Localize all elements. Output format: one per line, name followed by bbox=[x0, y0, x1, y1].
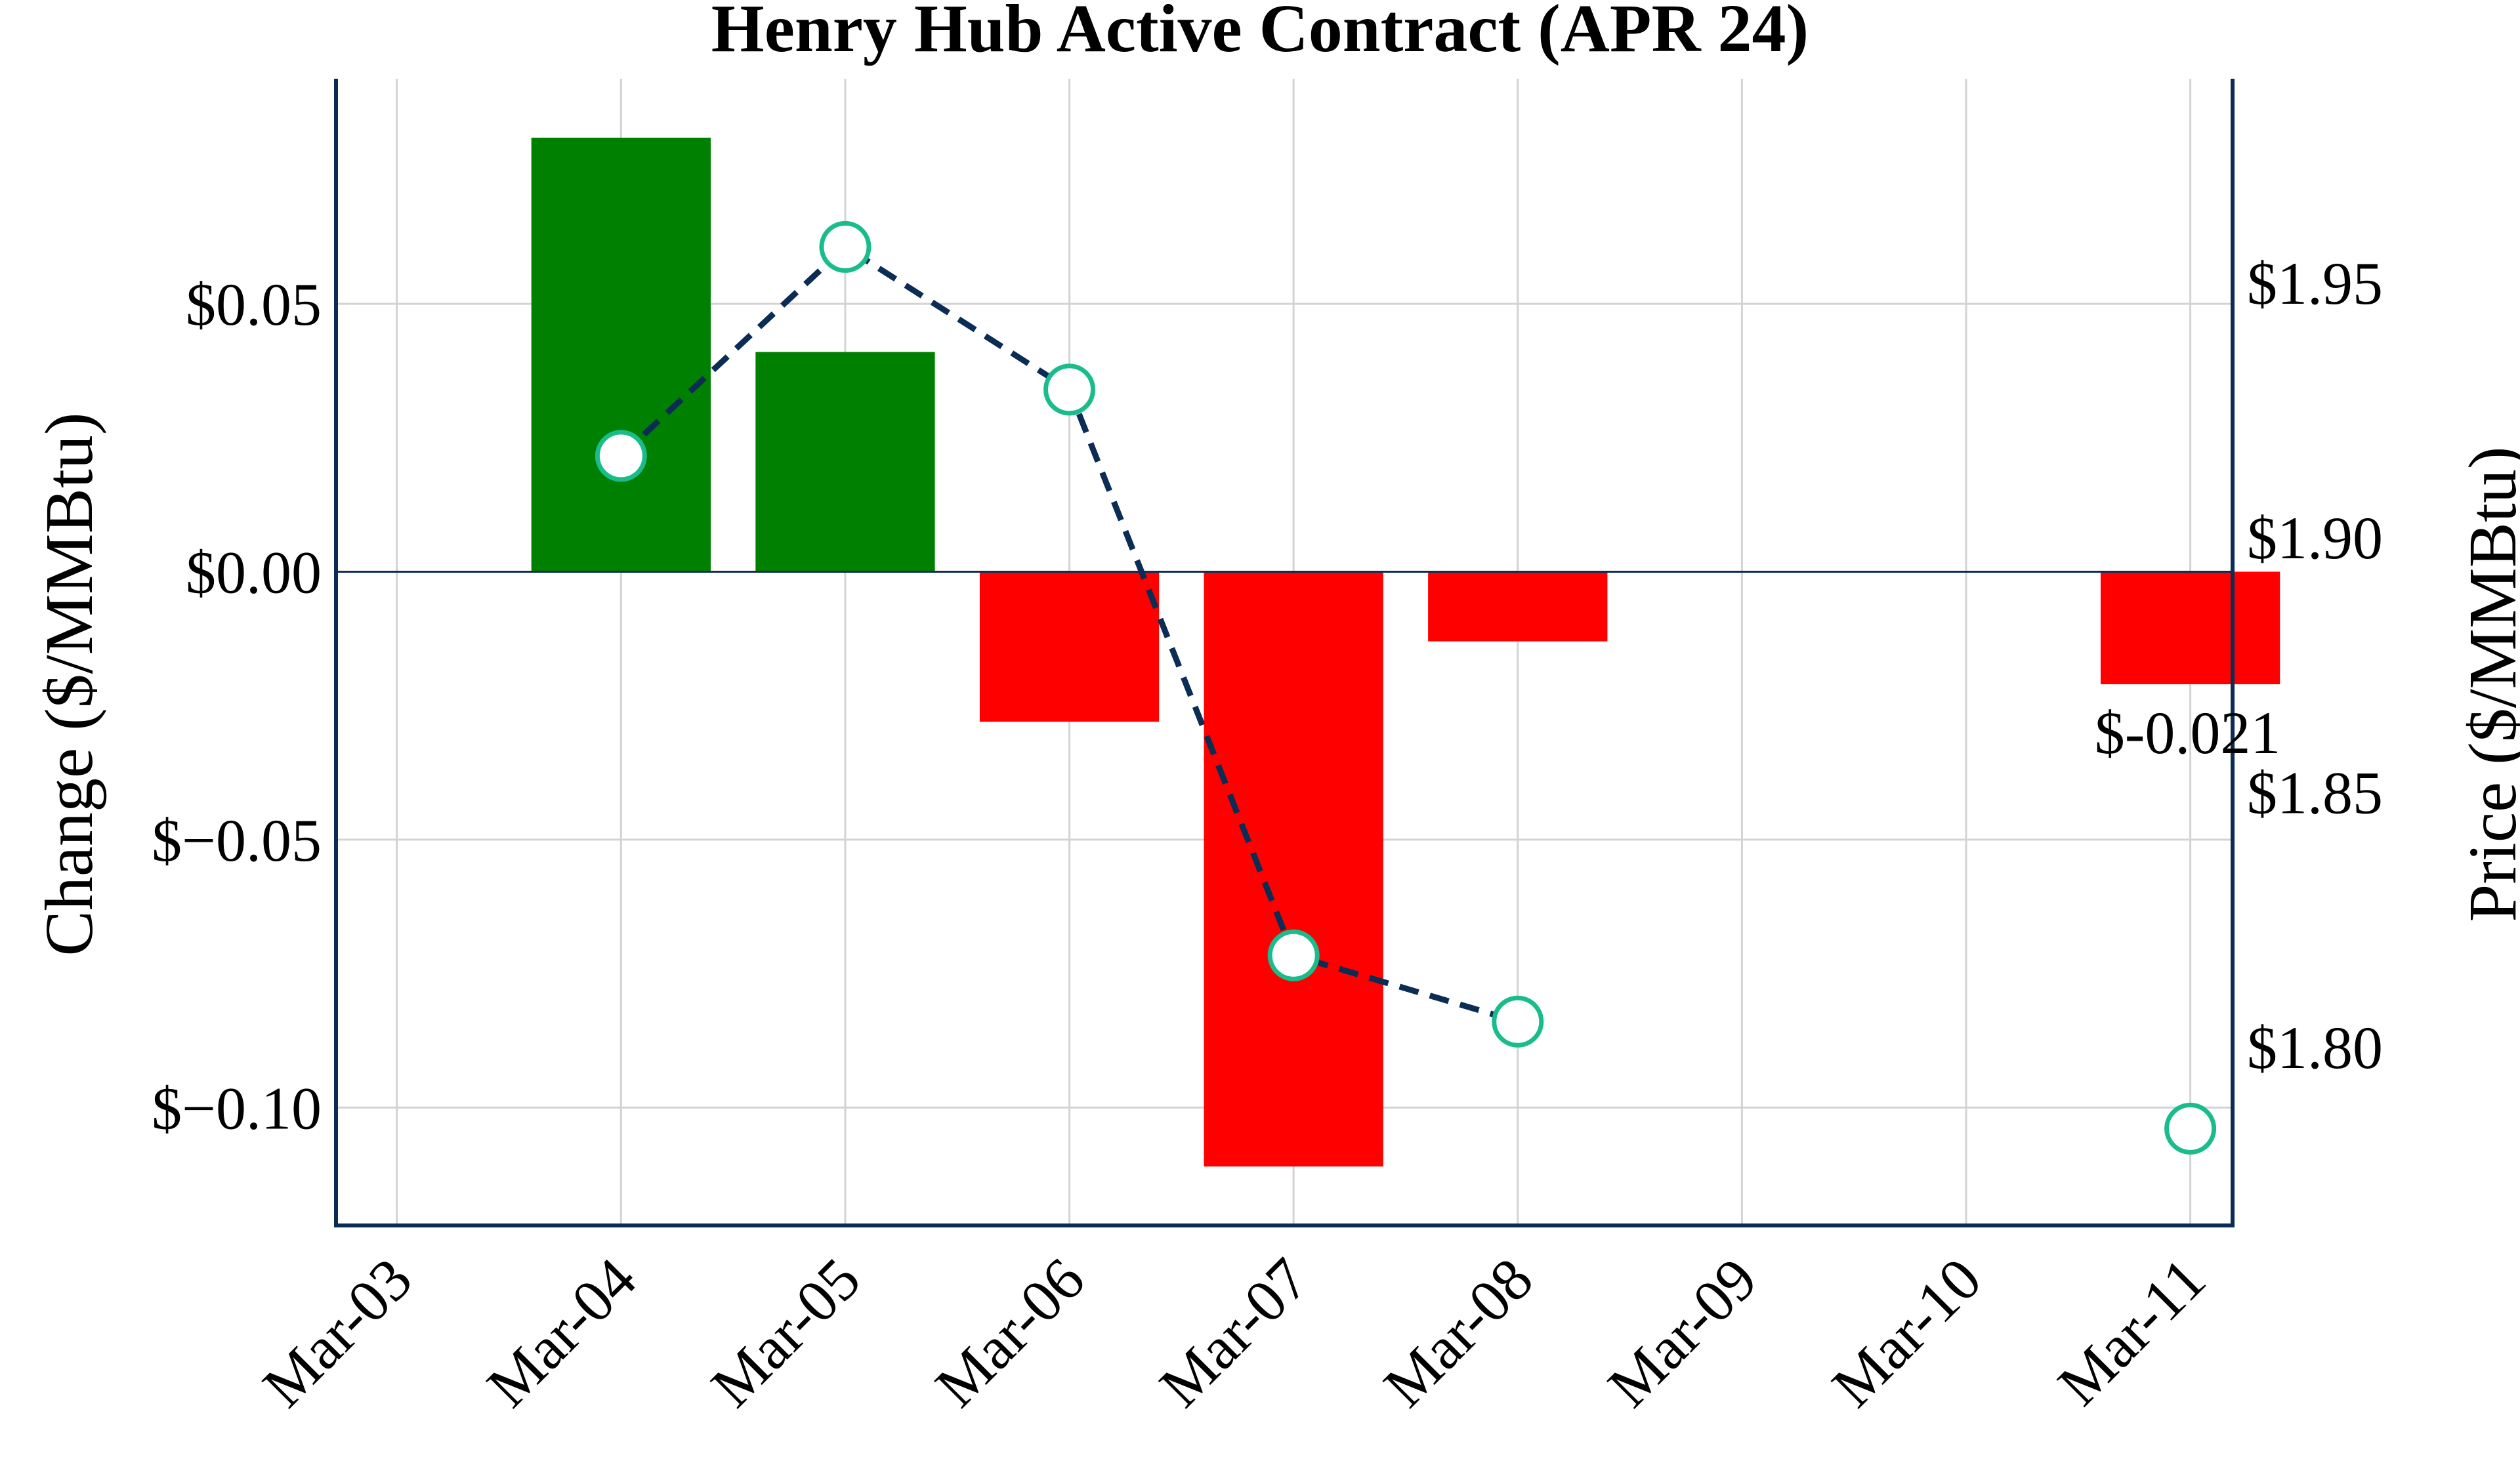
change-bar bbox=[755, 352, 935, 572]
change-bar bbox=[1204, 571, 1383, 1167]
right-y-ticks: $1.95 $1.90 $1.85 $1.80 bbox=[2247, 250, 2383, 1081]
change-bar bbox=[1428, 571, 1608, 642]
bar-value-label: $-0.021 bbox=[2095, 699, 2281, 766]
price-point bbox=[2164, 1102, 2217, 1155]
y-axis-label: Change ($/MMBtu) bbox=[32, 412, 107, 956]
left-y-ticks: $0.05 $0.00 $−0.05 $−0.10 bbox=[152, 271, 322, 1141]
price-point bbox=[1492, 995, 1544, 1048]
x-tick-label: Mar-03 bbox=[250, 1245, 425, 1420]
price-point bbox=[1043, 363, 1096, 416]
chart-title: Henry Hub Active Contract (APR 24) bbox=[711, 0, 1809, 66]
y-tick-label: $0.00 bbox=[186, 539, 322, 606]
price-point bbox=[819, 220, 872, 273]
x-tick-label: Mar-08 bbox=[1371, 1245, 1545, 1420]
y2-tick-label: $1.95 bbox=[2247, 250, 2383, 317]
bar-series bbox=[531, 137, 2280, 1167]
x-tick-label: Mar-06 bbox=[923, 1245, 1097, 1420]
y2-tick-label: $1.80 bbox=[2247, 1014, 2383, 1081]
price-point bbox=[1267, 929, 1320, 981]
y-tick-label: $0.05 bbox=[186, 271, 322, 338]
x-tick-label: Mar-05 bbox=[698, 1245, 873, 1420]
change-bar bbox=[979, 571, 1160, 722]
x-tick-label: Mar-04 bbox=[474, 1245, 649, 1420]
change-bar bbox=[2100, 571, 2280, 685]
x-tick-label: Mar-07 bbox=[1146, 1245, 1321, 1420]
price-point bbox=[595, 430, 647, 482]
change-bar bbox=[531, 137, 711, 572]
axes-frame bbox=[334, 79, 2235, 1227]
x-tick-label: Mar-11 bbox=[2045, 1245, 2218, 1418]
y2-tick-label: $1.90 bbox=[2247, 504, 2383, 571]
price-line-series bbox=[595, 220, 2217, 1155]
y2-axis-label: Price ($/MMBtu) bbox=[2455, 446, 2520, 922]
annotations: $-0.021 bbox=[2095, 699, 2281, 766]
x-tick-label: Mar-09 bbox=[1595, 1245, 1770, 1420]
x-tick-label: Mar-10 bbox=[1819, 1245, 1994, 1420]
y2-tick-label: $1.85 bbox=[2247, 760, 2383, 827]
y-tick-label: $−0.05 bbox=[152, 807, 322, 874]
y-tick-label: $−0.10 bbox=[152, 1075, 322, 1141]
x-ticks: Mar-03 Mar-04 Mar-05 Mar-06 Mar-07 Mar-08 Mar-… bbox=[250, 1245, 2218, 1420]
